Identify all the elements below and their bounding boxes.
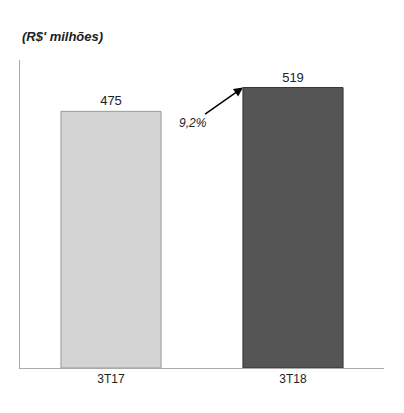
svg-text:475: 475 [100, 93, 122, 108]
svg-text:3T17: 3T17 [97, 372, 125, 386]
svg-text:9,2%: 9,2% [179, 116, 207, 130]
svg-text:3T18: 3T18 [279, 372, 307, 386]
svg-text:(R$' milhões): (R$' milhões) [22, 29, 103, 44]
svg-text:519: 519 [282, 70, 304, 85]
